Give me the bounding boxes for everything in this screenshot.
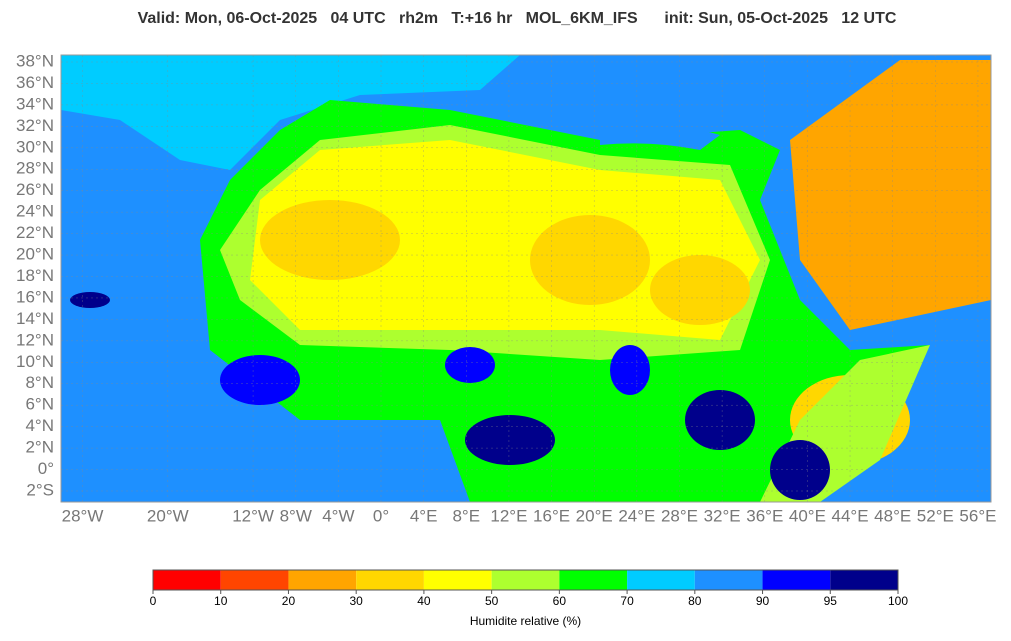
wet-area <box>70 292 110 308</box>
colorbar-tick-label: 50 <box>485 594 499 608</box>
lat-label: 4°N <box>25 416 54 435</box>
lat-label: 16°N <box>16 287 54 306</box>
lat-label: 36°N <box>16 73 54 92</box>
colorbar-swatch <box>830 570 898 590</box>
lat-label: 26°N <box>16 180 54 199</box>
lon-label: 20°W <box>147 506 189 525</box>
colorbar-swatch <box>694 570 763 590</box>
humid-area <box>61 55 520 170</box>
lon-label: 20°E <box>576 506 613 525</box>
colorbar-tick-label: 60 <box>553 594 567 608</box>
colorbar-tick-label: 10 <box>214 594 228 608</box>
grid <box>61 55 991 502</box>
lat-label: 14°N <box>16 309 54 328</box>
title: Valid: Mon, 06-Oct-2025 04 UTC rh2m T:+1… <box>138 10 897 27</box>
lon-label: 32°E <box>704 506 741 525</box>
colorbar-swatch <box>762 570 831 590</box>
land-dry <box>650 255 750 325</box>
colorbar-tick-label: 20 <box>282 594 296 608</box>
lon-label: 52°E <box>917 506 954 525</box>
lat-label: 34°N <box>16 94 54 113</box>
lat-label: 32°N <box>16 116 54 135</box>
colorbar-tick-label: 70 <box>620 594 634 608</box>
lat-label: 6°N <box>25 395 54 414</box>
lat-label: 2°S <box>26 480 54 499</box>
lat-label: 30°N <box>16 137 54 156</box>
lon-label: 36°E <box>746 506 783 525</box>
lon-label: 8°E <box>452 506 480 525</box>
lat-label: 18°N <box>16 266 54 285</box>
wet-area <box>610 345 650 395</box>
lon-label: 44°E <box>832 506 869 525</box>
lat-label: 2°N <box>25 438 54 457</box>
colorbar-tick-label: 95 <box>824 594 838 608</box>
land-dry <box>530 215 650 305</box>
colorbar-tick-label: 100 <box>888 594 908 608</box>
lat-label: 22°N <box>16 223 54 242</box>
colorbar-swatch <box>627 570 695 590</box>
lat-label: 12°N <box>16 330 54 349</box>
lat-label: 38°N <box>16 51 54 70</box>
colorbar-tick-label: 80 <box>688 594 702 608</box>
lon-label: 56°E <box>959 506 996 525</box>
colorbar-swatch <box>288 570 357 590</box>
wet-area <box>465 415 555 465</box>
lat-label: 24°N <box>16 202 54 221</box>
wet-area <box>445 347 495 383</box>
colorbar-frame <box>152 569 899 591</box>
lon-label: 40°E <box>789 506 826 525</box>
lon-label: 0° <box>373 506 389 525</box>
wet-area <box>770 440 830 500</box>
lat-label: 0° <box>38 459 54 478</box>
land-dry <box>260 200 400 280</box>
wet-area <box>220 355 300 405</box>
land-very-dry <box>790 60 991 330</box>
lon-label: 24°E <box>618 506 655 525</box>
lon-label: 8°W <box>280 506 312 525</box>
lon-label: 28°E <box>661 506 698 525</box>
colorbar-swatch <box>153 570 221 590</box>
colorbar-swatch <box>356 570 424 590</box>
lon-label: 12°E <box>490 506 527 525</box>
colorbar-swatch <box>559 570 628 590</box>
lon-label: 48°E <box>874 506 911 525</box>
lat-label: 8°N <box>25 373 54 392</box>
colorbar: 0 10 20 30 40 50 60 70 80 90 95 100 Humidite relativ… <box>150 569 908 628</box>
lon-label: 4°E <box>410 506 438 525</box>
colorbar-tick-label: 30 <box>350 594 364 608</box>
lat-label: 20°N <box>16 245 54 264</box>
colorbar-label: Humidite relative (%) <box>470 614 581 628</box>
map <box>60 54 992 503</box>
sea <box>600 123 720 150</box>
colorbar-tick-label: 90 <box>756 594 770 608</box>
colorbar-swatch <box>220 570 289 590</box>
wet-area <box>685 390 755 450</box>
colorbar-swatch <box>491 570 560 590</box>
lon-label: 28°W <box>62 506 104 525</box>
colorbar-tick-label: 40 <box>417 594 431 608</box>
colorbar-tick-label: 0 <box>150 594 157 608</box>
map-frame <box>60 54 992 503</box>
lon-label: 16°E <box>533 506 570 525</box>
colorbar-swatch <box>423 570 492 590</box>
lat-label: 10°N <box>16 352 54 371</box>
lon-label: 12°W <box>232 506 274 525</box>
lat-label: 28°N <box>16 159 54 178</box>
lon-label: 4°W <box>322 506 354 525</box>
